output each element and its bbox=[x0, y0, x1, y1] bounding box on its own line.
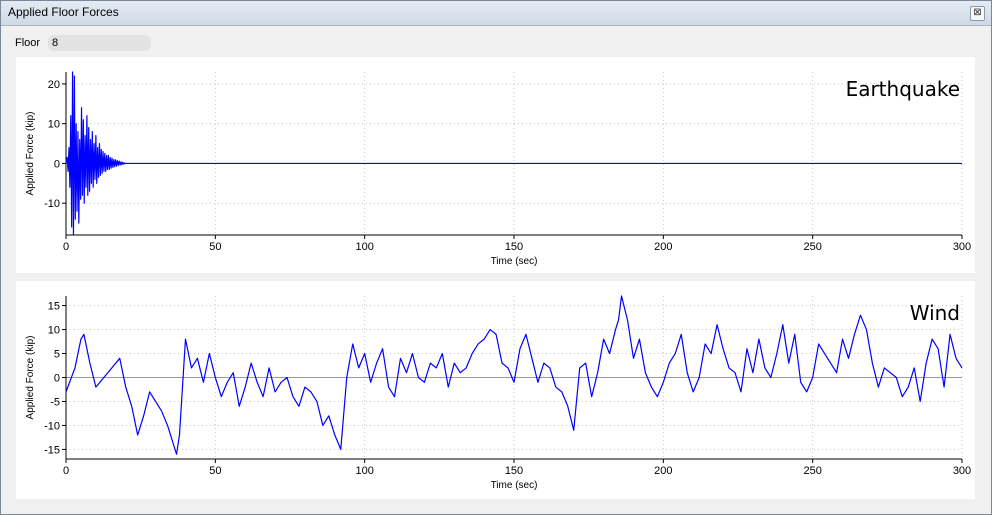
earthquake-x-tick-label-2: 100 bbox=[355, 241, 373, 253]
earthquake-y-tick-label-1: 0 bbox=[54, 158, 60, 170]
wind-x-tick-label-4: 200 bbox=[654, 465, 672, 477]
earthquake-y-tick-label-0: -10 bbox=[44, 198, 60, 210]
earthquake-x-axis-label: Time (sec) bbox=[491, 256, 538, 267]
floor-input[interactable] bbox=[48, 35, 151, 51]
wind-x-tick-label-3: 150 bbox=[505, 465, 523, 477]
wind-y-tick-label-4: 5 bbox=[54, 349, 60, 361]
earthquake-chart-svg: 0 50 100 150 200 250 300 -10 0 10 20 Time (sec) Appl… bbox=[25, 71, 971, 267]
earthquake-x-tick-label-6: 300 bbox=[953, 241, 971, 253]
wind-y-tick-label-5: 10 bbox=[48, 325, 60, 337]
title-bar[interactable]: Applied Floor Forces ⊠ bbox=[1, 1, 991, 26]
wind-plot: 0 50 100 150 200 250 300 -15 -10 -5 0 5 10 15 Time (se… bbox=[16, 281, 975, 499]
earthquake-x-tick-label-3: 150 bbox=[505, 241, 523, 253]
floor-label: Floor bbox=[15, 37, 41, 49]
earthquake-x-tick-label-0: 0 bbox=[63, 241, 69, 253]
earthquake-title: Earthquake bbox=[846, 77, 960, 101]
earthquake-plot: 0 50 100 150 200 250 300 -10 0 10 20 Time (sec) Appl… bbox=[16, 57, 975, 273]
wind-title: Wind bbox=[910, 301, 960, 325]
wind-x-axis-label: Time (sec) bbox=[491, 480, 538, 491]
earthquake-y-tick-label-3: 20 bbox=[48, 79, 60, 91]
earthquake-x-tick-label-4: 200 bbox=[654, 241, 672, 253]
wind-x-tick-label-1: 50 bbox=[209, 465, 221, 477]
floor-selector-row: Floor bbox=[1, 31, 991, 53]
wind-y-tick-label-6: 15 bbox=[48, 301, 60, 313]
wind-y-tick-label-1: -10 bbox=[44, 420, 60, 432]
wind-x-tick-label-2: 100 bbox=[355, 465, 373, 477]
wind-y-tick-label-3: 0 bbox=[54, 373, 60, 385]
wind-series-line bbox=[65, 295, 963, 455]
earthquake-x-tick-label-5: 250 bbox=[803, 241, 821, 253]
wind-chart-svg: 0 50 100 150 200 250 300 -15 -10 -5 0 5 10 15 Time (se… bbox=[25, 295, 971, 491]
wind-x-tick-label-6: 300 bbox=[953, 465, 971, 477]
wind-y-tick-label-0: -15 bbox=[44, 444, 60, 456]
wind-x-tick-label-0: 0 bbox=[63, 465, 69, 477]
wind-y-tick-label-2: -5 bbox=[50, 396, 60, 408]
window-title: Applied Floor Forces bbox=[8, 5, 119, 19]
close-button[interactable]: ⊠ bbox=[970, 6, 985, 21]
earthquake-x-tick-label-1: 50 bbox=[209, 241, 221, 253]
earthquake-series-line bbox=[65, 71, 962, 236]
wind-y-axis-label: Applied Force (kip) bbox=[25, 336, 36, 420]
wind-x-tick-label-5: 250 bbox=[803, 465, 821, 477]
earthquake-y-tick-label-2: 10 bbox=[48, 119, 60, 131]
earthquake-y-axis-label: Applied Force (kip) bbox=[25, 112, 36, 196]
